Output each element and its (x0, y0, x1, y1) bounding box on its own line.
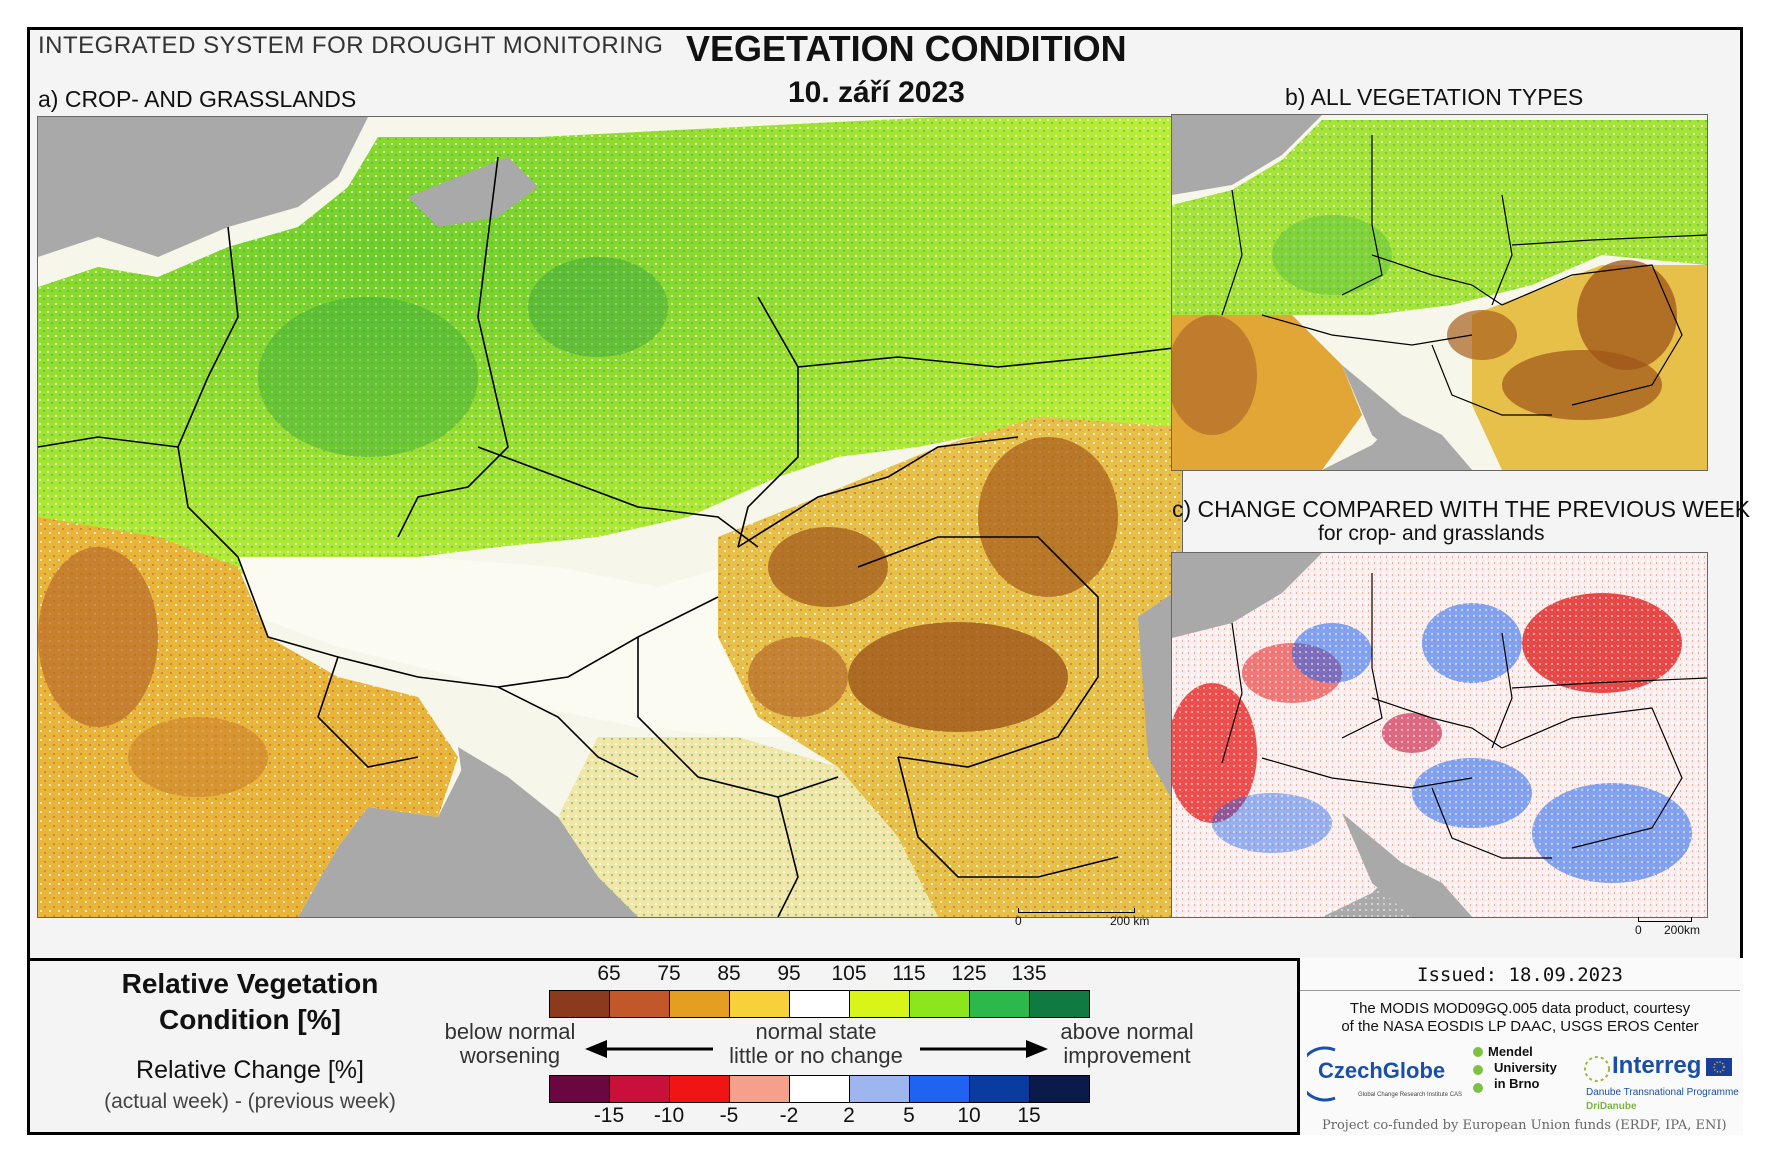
mendel-logo-icon (1473, 1047, 1483, 1093)
rc-tick-label: -15 (593, 1104, 625, 1127)
map-panel-a-graphic (38, 117, 1182, 917)
rvc-swatch (730, 991, 790, 1017)
interreg-logo-text: Interreg (1612, 1052, 1702, 1079)
scalebar-c-dist: 200km (1664, 923, 1701, 937)
rvc-tick-label: 95 (777, 962, 801, 985)
rvc-swatch (670, 991, 730, 1017)
rc-swatch (670, 1076, 730, 1102)
rc-swatch (910, 1076, 970, 1102)
rvc-swatch (1030, 991, 1089, 1017)
improvement-label: improvement (1063, 1043, 1191, 1068)
panel-c-label: c) CHANGE COMPARED WITH THE PREVIOUS WEE… (1172, 496, 1751, 522)
above-normal-label: above normal (1060, 1019, 1194, 1044)
rvc-title-line2: Condition [%] (159, 1004, 341, 1035)
rvc-swatch (550, 991, 610, 1017)
map-panel-b-graphic (1172, 115, 1707, 470)
rvc-swatch (610, 991, 670, 1017)
rc-swatch (730, 1076, 790, 1102)
interreg-star-icon (1584, 1056, 1610, 1082)
rc-tick-label: 15 (1017, 1104, 1041, 1127)
rvc-colorbar (549, 990, 1090, 1018)
worsening-label: worsening (459, 1043, 561, 1068)
panel-a-label: a) CROP- AND GRASSLANDS (38, 86, 357, 112)
rc-tick-label: 2 (843, 1104, 855, 1127)
interreg-logo-sub: Danube Transnational Programme (1586, 1087, 1739, 1098)
rvc-tick-label: 135 (1011, 962, 1047, 985)
panel-b-label: b) ALL VEGETATION TYPES (1285, 84, 1584, 110)
rvc-swatch (850, 991, 910, 1017)
mendel-logo-line2: University (1494, 1060, 1557, 1075)
czechglobe-logo-text: CzechGlobe (1318, 1058, 1446, 1083)
below-normal-label: below normal (444, 1019, 576, 1044)
rc-tick-label: -2 (779, 1104, 799, 1127)
rc-swatch (550, 1076, 610, 1102)
map-panel-c (1171, 552, 1708, 918)
rvc-title-line1: Relative Vegetation (121, 968, 379, 999)
rc-subtitle: (actual week) - (previous week) (104, 1090, 396, 1113)
system-title: INTEGRATED SYSTEM FOR DROUGHT MONITORING (38, 32, 664, 59)
main-title: VEGETATION CONDITION (686, 28, 1127, 69)
credit-line1: The MODIS MOD09GQ.005 data product, cour… (1349, 1000, 1691, 1017)
rvc-swatch (910, 991, 970, 1017)
map-panel-b (1171, 114, 1708, 471)
rvc-tick-label: 105 (831, 962, 867, 985)
rvc-swatch (790, 991, 850, 1017)
mendel-logo-line3: in Brno (1494, 1076, 1540, 1091)
info-divider (1300, 990, 1740, 991)
scalebar-a-dist: 200 km (1110, 914, 1150, 928)
eu-flag-icon (1706, 1058, 1732, 1076)
rc-swatch (850, 1076, 910, 1102)
right-arrow-icon (920, 1040, 1048, 1058)
normal-state-label: normal state (755, 1019, 877, 1044)
rvc-tick-label: 75 (657, 962, 681, 985)
scalebar-a-zero: 0 (1015, 914, 1022, 928)
rvc-tick-label: 125 (951, 962, 987, 985)
panel-c-sublabel: for crop- and grasslands (1318, 522, 1545, 545)
rc-title: Relative Change [%] (136, 1056, 364, 1084)
rc-swatch (970, 1076, 1030, 1102)
rc-tick-label: 10 (957, 1104, 981, 1127)
rc-tick-label: -5 (719, 1104, 739, 1127)
rc-swatch (610, 1076, 670, 1102)
little-change-label: little or no change (729, 1043, 903, 1068)
rvc-swatch (970, 991, 1030, 1017)
scalebar-c-bar (1638, 917, 1692, 922)
rc-tick-label: 5 (903, 1104, 915, 1127)
rvc-tick-label: 65 (597, 962, 621, 985)
rc-swatch (790, 1076, 850, 1102)
issued-date: Issued: 18.09.2023 (1417, 964, 1623, 986)
rvc-tick-label: 85 (717, 962, 741, 985)
left-arrow-icon (585, 1040, 713, 1058)
legend-panel (27, 958, 1743, 1135)
info-panel (1297, 958, 1743, 1135)
dridanube-label: DriDanube (1586, 1101, 1637, 1112)
cofund-note: Project co-funded by European Union fund… (1322, 1118, 1727, 1133)
scalebar-a-bar (1018, 908, 1135, 913)
scalebar-c-zero: 0 (1635, 923, 1642, 937)
map-date: 10. září 2023 (788, 76, 965, 109)
mendel-logo-line1: Mendel (1488, 1044, 1533, 1059)
rvc-tick-label: 115 (892, 962, 926, 985)
map-panel-a (37, 116, 1183, 918)
czechglobe-logo-icon (1307, 1046, 1336, 1102)
credit-line2: of the NASA EOSDIS LP DAAC, USGS EROS Ce… (1341, 1018, 1699, 1035)
rc-swatch (1030, 1076, 1089, 1102)
map-panel-c-graphic (1172, 553, 1707, 917)
rc-tick-label: -10 (653, 1104, 685, 1127)
rc-colorbar (549, 1075, 1090, 1103)
czechglobe-logo-sub: Global Change Research Institute CAS (1358, 1092, 1463, 1098)
